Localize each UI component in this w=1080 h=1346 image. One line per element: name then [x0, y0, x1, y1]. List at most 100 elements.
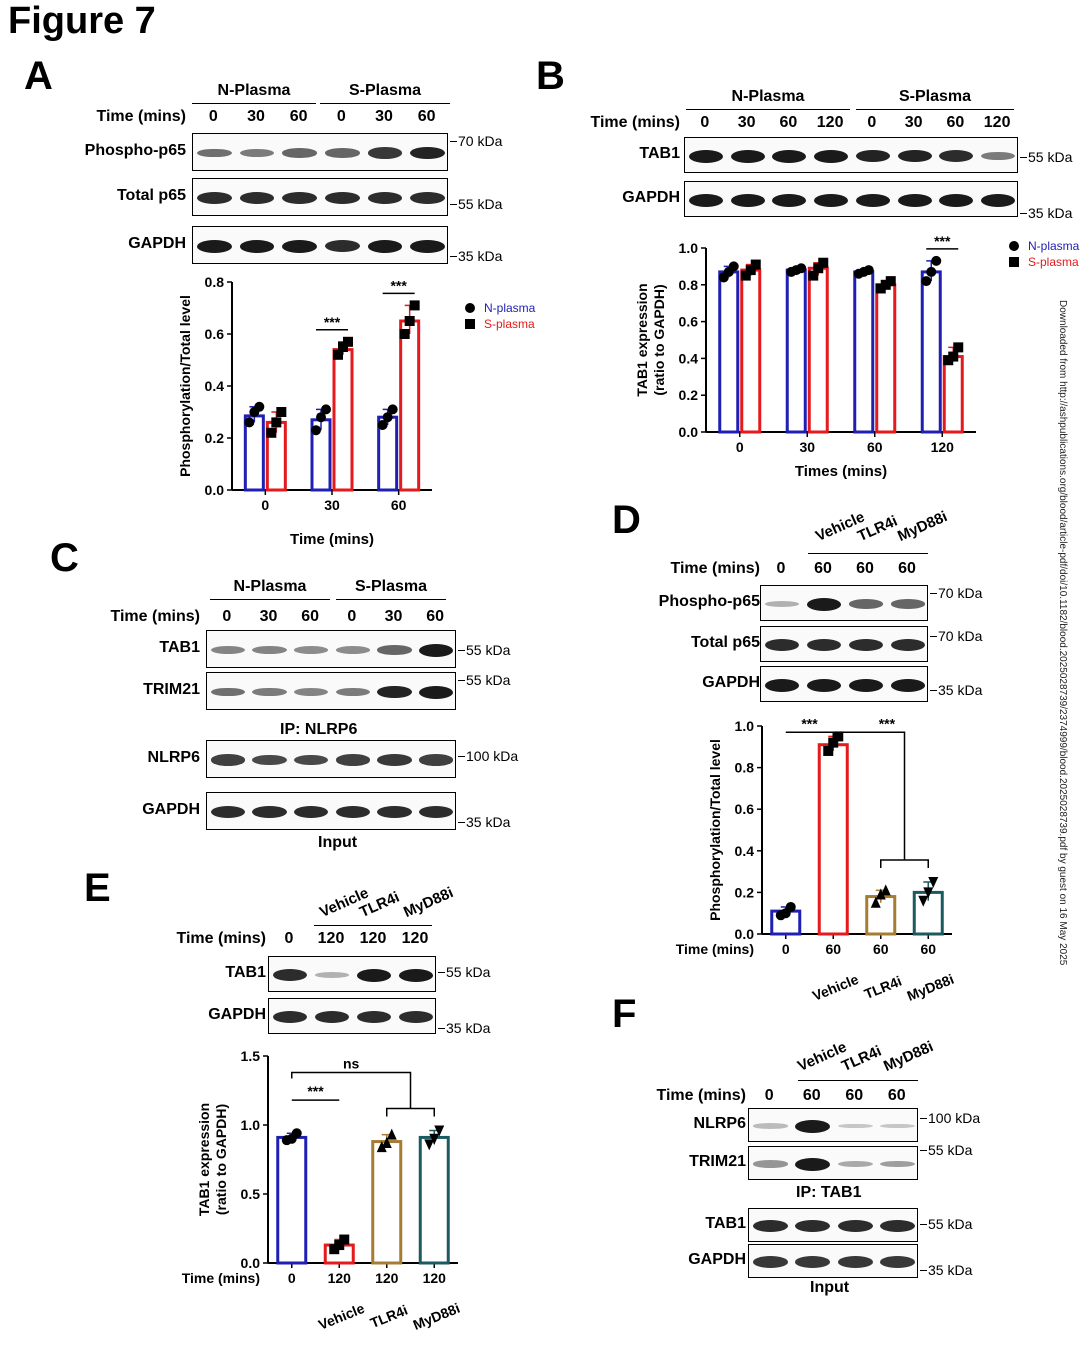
time-value: 60 [289, 108, 308, 125]
kda-marker: 55 kDa [449, 196, 503, 212]
data-point [796, 263, 807, 274]
panel-letter-F: F [612, 992, 637, 1036]
bar-chart-D: 0.0 0.2 0.4 0.6 0.8 1.0 Phosphorylation/Total … [676, 715, 956, 1004]
data-point [434, 1125, 445, 1137]
group-label: S-Plasma [348, 82, 422, 99]
blot-band [410, 239, 446, 253]
y-axis-label: TAB1 expression [196, 1103, 212, 1216]
legend-marker [1009, 241, 1019, 251]
blot-trim21 [748, 1146, 918, 1180]
time-label: Time (mins) [656, 1087, 747, 1104]
kda-marker: 55 kDa [1019, 149, 1073, 165]
significance-line [291, 1071, 412, 1109]
kda-marker: 55 kDa [919, 1216, 973, 1232]
time-value: 30 [737, 114, 756, 131]
significance-label: *** [801, 715, 818, 731]
blot-band [752, 1256, 788, 1268]
group-label: N-Plasma [731, 88, 805, 105]
blot-band [730, 193, 765, 207]
group-label: N-Plasma [233, 578, 307, 595]
bar [942, 355, 964, 434]
significance-label: *** [390, 277, 407, 293]
data-point [740, 270, 751, 281]
time-value: 60 [301, 608, 320, 625]
kda-marker: 55 kDa [457, 672, 511, 688]
bar [276, 1135, 308, 1265]
kda-marker: 35 kDa [457, 814, 511, 830]
download-watermark: Downloaded from http://ashpublications.o… [1050, 300, 1074, 1060]
x-tick-label: 120 [931, 439, 955, 455]
kda-marker: 35 kDa [437, 1020, 491, 1036]
time-label: Time (mins) [590, 114, 681, 131]
legend-marker [465, 303, 475, 313]
blot-band [272, 1010, 308, 1024]
data-point [333, 349, 343, 360]
y-tick-label: 0.6 [205, 326, 225, 342]
blot-total-p65 [192, 178, 448, 216]
data-point [813, 263, 824, 274]
blot-band [324, 191, 360, 205]
blot-row-label: TAB1 [705, 1215, 746, 1232]
y-tick-label: 0.8 [679, 277, 699, 293]
blot-band [890, 599, 926, 609]
blot-tab1 [206, 630, 456, 668]
y-tick-label: 0.8 [735, 760, 755, 776]
blot-band [252, 687, 287, 697]
time-value: 60 [898, 560, 916, 577]
time-value: 60 [845, 1087, 864, 1104]
blot-tab1 [748, 1208, 918, 1242]
input-caption: Input [318, 834, 358, 851]
blot-band [398, 1010, 434, 1024]
data-point [880, 884, 891, 896]
bar [807, 266, 829, 434]
data-point [785, 901, 796, 912]
y-tick-label: 1.0 [679, 240, 699, 256]
treatment-underline [314, 925, 432, 926]
y-tick-label: 0.6 [679, 314, 699, 330]
kda-marker: 35 kDa [929, 682, 983, 698]
blot-gapdh [206, 792, 456, 830]
time-label: Time (mins) [110, 608, 201, 625]
blot-band [764, 638, 800, 652]
y-tick-label: 0.4 [735, 843, 755, 859]
data-point [918, 895, 929, 907]
data-point [429, 1133, 440, 1145]
group-underline [686, 109, 850, 110]
plot-area: 0.0 0.2 0.4 0.6 0.8 1.0 TAB1 expression (ratio … [634, 233, 976, 480]
time-value: 0 [867, 114, 877, 131]
time-value: 60 [779, 114, 798, 131]
data-point [823, 745, 834, 756]
blot-band [272, 968, 308, 982]
input-caption: Input [810, 1279, 850, 1296]
blot-band [335, 687, 370, 697]
blot-band [848, 678, 884, 692]
x-tick-label: 0 [288, 1270, 296, 1286]
data-point [931, 255, 942, 266]
blot-band [410, 146, 446, 160]
blot-band [764, 678, 800, 692]
blot-row-label: NLRP6 [693, 1115, 746, 1132]
data-point [424, 1139, 435, 1151]
blot-band [398, 968, 434, 982]
blot-band [837, 1160, 873, 1168]
ip-caption: IP: TAB1 [796, 1184, 862, 1201]
blot-band [795, 1256, 831, 1268]
blot-band [764, 601, 800, 607]
data-point [387, 404, 398, 415]
blot-band [210, 805, 245, 819]
blot-row-label: GAPDH [688, 1251, 746, 1268]
y-axis-label: Phosphorylation/Total level [177, 295, 193, 477]
blot-gapdh [684, 181, 1018, 217]
time-value: 120 [359, 930, 387, 947]
bar-chart-B: 0.0 0.2 0.4 0.6 0.8 1.0 TAB1 expression (ratio … [634, 233, 1080, 480]
blot-band [294, 646, 329, 654]
blot-band [855, 149, 890, 163]
treatment-underline [808, 553, 928, 554]
x-tick-label: 60 [391, 497, 407, 513]
download-watermark-text: Downloaded from http://ashpublications.o… [1057, 300, 1068, 966]
time-value: 0 [700, 114, 710, 131]
blot-band [196, 191, 232, 205]
significance-bracket [386, 1107, 435, 1117]
legend-entry: N-plasma [484, 301, 536, 315]
ip-caption: IP: NLRP6 [280, 721, 358, 738]
